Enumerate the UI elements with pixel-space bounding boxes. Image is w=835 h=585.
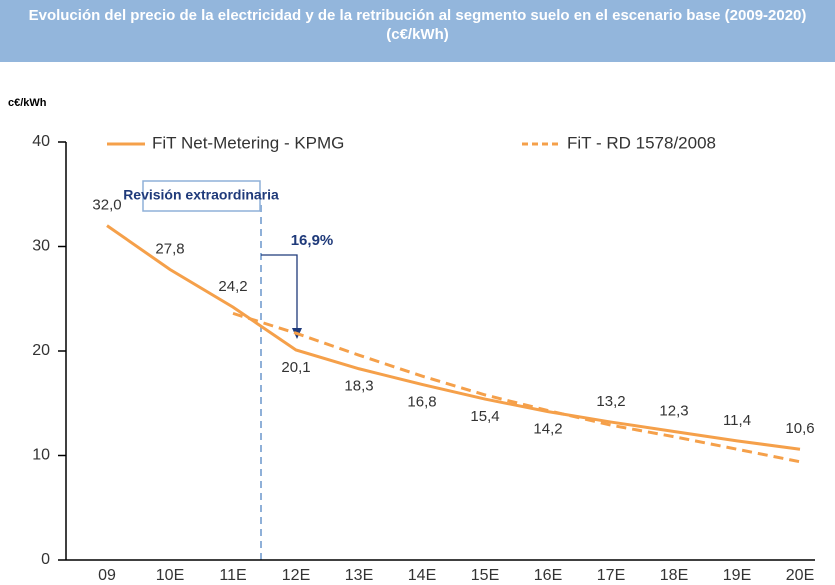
value-label: 14,2 bbox=[533, 421, 562, 438]
y-tick-label: 0 bbox=[41, 551, 50, 568]
x-tick-label: 17E bbox=[597, 567, 625, 584]
series-line bbox=[232, 311, 801, 464]
value-label: 13,2 bbox=[596, 393, 625, 410]
y-tick-label: 40 bbox=[32, 133, 50, 150]
annotation: 16,9% bbox=[291, 232, 334, 249]
value-label: 12,3 bbox=[659, 402, 688, 419]
x-tick-label: 13E bbox=[345, 567, 373, 584]
y-tick-label: 20 bbox=[32, 342, 50, 359]
value-label: 24,2 bbox=[218, 278, 247, 295]
chart-title: Evolución del precio de la electricidad … bbox=[0, 0, 835, 62]
x-tick-label: 10E bbox=[156, 567, 184, 584]
value-label: 16,8 bbox=[407, 393, 436, 410]
x-tick-label: 20E bbox=[786, 567, 814, 584]
x-tick-label: 11E bbox=[219, 567, 246, 584]
x-tick-label: 15E bbox=[471, 567, 499, 584]
annotation: Revisión extraordinaria bbox=[123, 187, 279, 203]
x-tick-label: 09 bbox=[98, 567, 116, 584]
value-label: 10,6 bbox=[785, 420, 814, 437]
x-tick-label: 12E bbox=[282, 567, 310, 584]
value-label: 15,4 bbox=[470, 408, 499, 425]
y-axis-label: c€/kWh bbox=[8, 97, 47, 109]
y-tick-label: 10 bbox=[32, 447, 50, 464]
value-label: 18,3 bbox=[344, 378, 373, 395]
value-label: 32,0 bbox=[92, 197, 121, 214]
x-tick-label: 16E bbox=[534, 567, 562, 584]
x-tick-label: 19E bbox=[723, 567, 751, 584]
value-label: 11,4 bbox=[723, 412, 751, 429]
annotation-box bbox=[142, 180, 261, 212]
legend-label: FiT Net-Metering - KPMG bbox=[152, 133, 344, 152]
arrow bbox=[261, 254, 298, 330]
x-tick-label: 14E bbox=[408, 567, 436, 584]
x-tick-label: 18E bbox=[660, 567, 688, 584]
series-line bbox=[106, 224, 801, 451]
legend-label: FiT - RD 1578/2008 bbox=[567, 133, 716, 152]
y-tick-label: 30 bbox=[32, 238, 50, 255]
value-label: 27,8 bbox=[155, 240, 184, 257]
value-label: 20,1 bbox=[281, 359, 310, 376]
